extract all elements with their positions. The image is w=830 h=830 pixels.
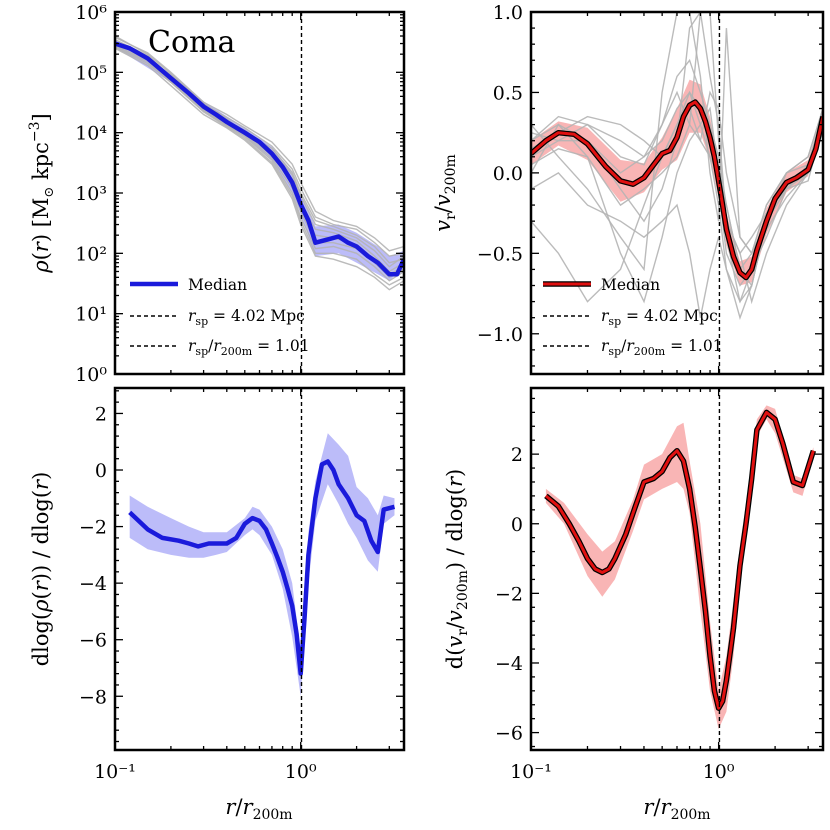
y-axis-ticks bbox=[531, 397, 823, 748]
x-axis-ticks bbox=[114, 388, 390, 750]
svg-text:ρ(r) [M⊙ kpc−3]: ρ(r) [M⊙ kpc−3] bbox=[27, 113, 57, 274]
y-axis-ticks bbox=[115, 390, 404, 743]
profile-line-8 bbox=[115, 36, 404, 252]
x-tick-label: 10⁻¹ bbox=[94, 761, 136, 783]
plot-area bbox=[544, 405, 817, 730]
x-tick-label: 10⁰ bbox=[703, 761, 735, 783]
y-tick-label: 10² bbox=[75, 243, 107, 265]
scatter-band bbox=[129, 433, 395, 697]
y-tick-label: 10⁴ bbox=[75, 123, 107, 145]
y-tick-label: −4 bbox=[79, 573, 107, 595]
y-tick-label: −2 bbox=[79, 517, 107, 539]
plot-area bbox=[531, 12, 823, 320]
x-axis-ticks bbox=[114, 12, 390, 374]
y-axis-ticks bbox=[115, 11, 404, 375]
y-tick-label: 10⁵ bbox=[75, 62, 107, 84]
profile-line-9 bbox=[531, 124, 823, 318]
density-panel: 10⁰ 10¹ 10² 10³ 10⁴ 10⁵ 10⁶ bbox=[75, 2, 406, 386]
density-slope-ylabel: dlog(ρ(r)) / dlog(r) bbox=[29, 472, 53, 667]
legend-median-label: Median bbox=[188, 276, 247, 294]
x-tick-label: 10⁻¹ bbox=[510, 761, 552, 783]
y-tick-label: −2 bbox=[495, 583, 523, 605]
y-tick-label: 0.5 bbox=[493, 82, 523, 104]
svg-text:r/r200m: r/r200m bbox=[643, 795, 710, 823]
legend-rsp-label: rsp = 4.02 Mpc bbox=[188, 307, 305, 328]
y-tick-label: −6 bbox=[79, 630, 107, 652]
y-tick-label: 2 bbox=[511, 444, 523, 466]
y-tick-label: 0 bbox=[95, 460, 107, 482]
x-axis-ticks bbox=[530, 388, 809, 750]
legend-ratio-label: rsp/r200m = 1.01 bbox=[188, 337, 310, 358]
plot-area bbox=[115, 35, 404, 291]
x-tick-label: 10⁰ bbox=[285, 761, 317, 783]
y-tick-label: 1.0 bbox=[493, 2, 523, 24]
scatter-band bbox=[531, 79, 823, 286]
y-tick-label: −6 bbox=[495, 723, 523, 745]
y-axis-ticks bbox=[531, 11, 823, 367]
y-tick-label: −8 bbox=[79, 686, 107, 708]
profile-line-10 bbox=[115, 47, 404, 291]
svg-text:d(vr/v200m) / dlog(r): d(vr/v200m) / dlog(r) bbox=[443, 469, 471, 669]
velocity-panel: −1.0 −0.5 0.0 0.5 1.0 bbox=[477, 2, 825, 376]
x-axis-ticks bbox=[530, 12, 809, 374]
velocity-slope-ylabel: d(vr/v200m) / dlog(r) bbox=[443, 469, 471, 669]
y-tick-label: 10⁶ bbox=[75, 2, 107, 24]
axes-frame bbox=[113, 386, 406, 752]
plot-area bbox=[128, 433, 396, 697]
legend-median-label: Median bbox=[601, 276, 660, 294]
velocity-ylabel: vr/v200m bbox=[431, 154, 459, 232]
legend-rsp-label: rsp = 4.02 Mpc bbox=[601, 307, 718, 328]
svg-text:vr/v200m: vr/v200m bbox=[431, 154, 459, 232]
profile-line-1 bbox=[115, 35, 404, 257]
y-tick-label: 10³ bbox=[75, 183, 107, 205]
median-line bbox=[128, 459, 396, 676]
profile-line-4 bbox=[531, 12, 823, 305]
y-tick-label: −0.5 bbox=[477, 243, 523, 265]
y-tick-label: −4 bbox=[495, 653, 523, 675]
scatter-band bbox=[545, 405, 814, 730]
chart-title: Coma bbox=[148, 25, 235, 60]
y-tick-label: 10⁰ bbox=[75, 364, 107, 386]
svg-text:dlog(ρ(r)) / dlog(r): dlog(ρ(r)) / dlog(r) bbox=[29, 472, 53, 667]
median-line bbox=[115, 41, 404, 277]
density-slope-panel: 10⁻¹ 10⁰ −8 −6 −4 −2 0 2 bbox=[79, 386, 406, 783]
density-legend: Median rsp = 4.02 Mpc rsp/r200m = 1.01 bbox=[130, 276, 310, 358]
density-ylabel: ρ(r) [M⊙ kpc−3] bbox=[27, 113, 57, 274]
y-tick-label: 0.0 bbox=[493, 163, 523, 185]
y-tick-label: 2 bbox=[95, 403, 107, 425]
velocity-slope-panel: 10⁻¹ 10⁰ −6 −4 −2 0 2 bbox=[495, 386, 825, 783]
y-tick-label: −1.0 bbox=[477, 324, 523, 346]
profile-line-2 bbox=[531, 12, 823, 304]
svg-text:r/r200m: r/r200m bbox=[225, 795, 292, 823]
velocity-slope-xlabel: r/r200m bbox=[643, 795, 710, 823]
velocity-legend: Median rsp = 4.02 Mpc rsp/r200m = 1.01 bbox=[543, 276, 723, 358]
median-line bbox=[544, 410, 815, 710]
y-tick-label: 0 bbox=[511, 514, 523, 536]
legend-ratio-label: rsp/r200m = 1.01 bbox=[601, 337, 723, 358]
density-slope-xlabel: r/r200m bbox=[225, 795, 292, 823]
y-tick-label: 10¹ bbox=[75, 304, 107, 326]
profile-line-7 bbox=[115, 46, 404, 286]
median-line bbox=[531, 100, 823, 279]
